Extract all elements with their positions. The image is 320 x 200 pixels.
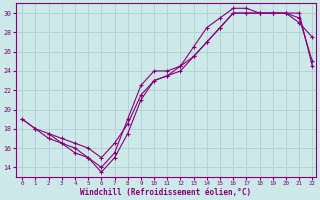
X-axis label: Windchill (Refroidissement éolien,°C): Windchill (Refroidissement éolien,°C) — [80, 188, 252, 197]
